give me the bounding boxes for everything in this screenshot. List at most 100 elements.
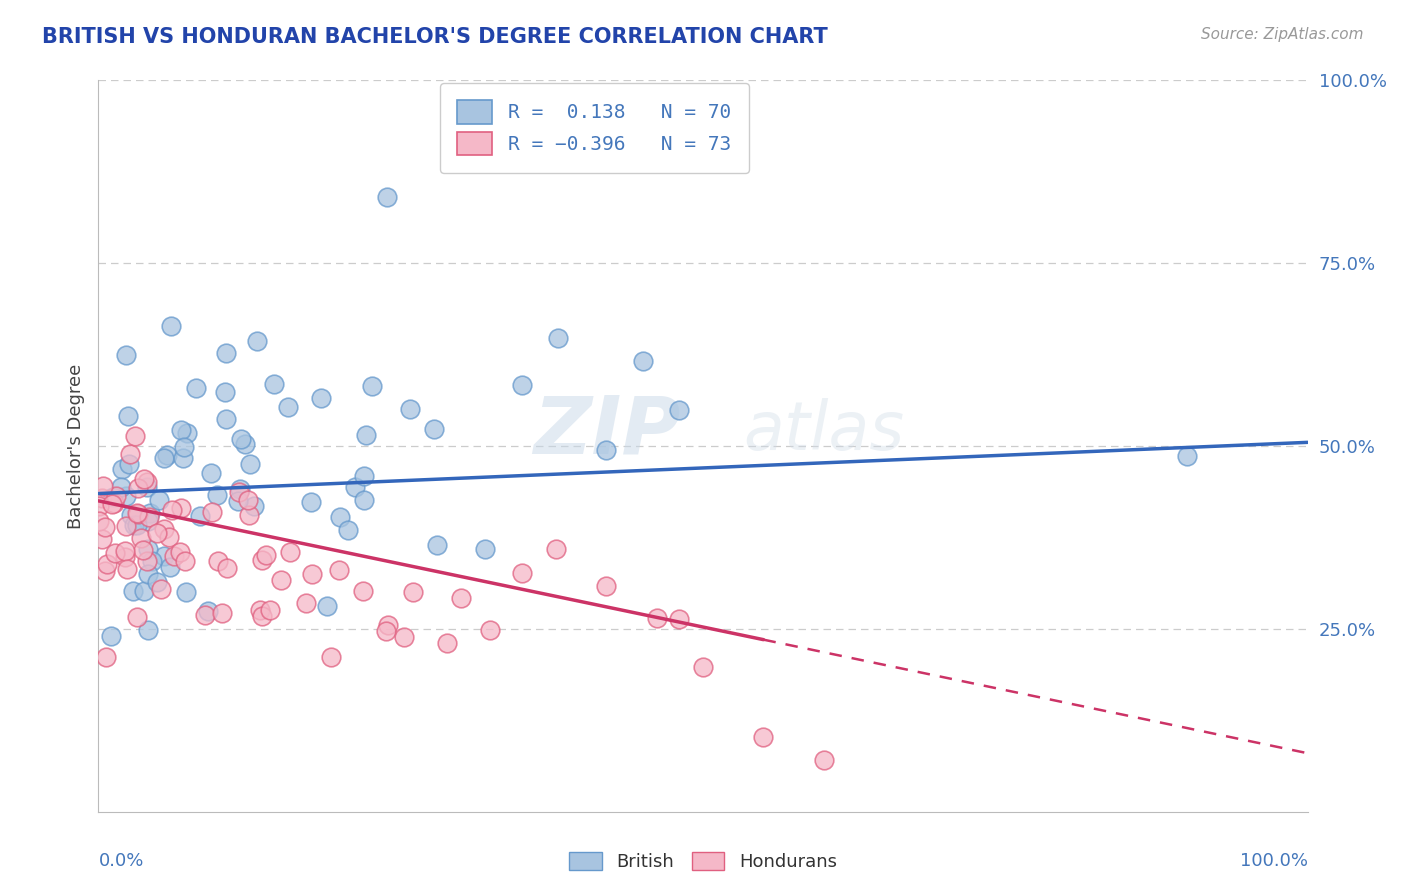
Point xyxy=(120,508,142,522)
Point xyxy=(159,530,181,544)
Point xyxy=(207,554,229,568)
Point xyxy=(239,457,262,471)
Point xyxy=(145,525,167,540)
Point xyxy=(87,499,110,513)
Point xyxy=(479,624,502,638)
Point xyxy=(295,595,318,609)
Point xyxy=(91,532,114,546)
Point xyxy=(215,411,238,425)
Point xyxy=(114,549,136,564)
Point xyxy=(301,567,323,582)
Point xyxy=(270,574,292,588)
Point xyxy=(169,545,191,559)
Point xyxy=(159,318,181,333)
Point xyxy=(115,489,138,503)
Point xyxy=(252,609,274,624)
Point xyxy=(250,553,273,567)
Point xyxy=(153,549,176,564)
Point xyxy=(246,334,269,349)
Point xyxy=(450,591,472,606)
Text: BRITISH VS HONDURAN BACHELOR'S DEGREE CORRELATION CHART: BRITISH VS HONDURAN BACHELOR'S DEGREE CO… xyxy=(42,27,828,46)
Point xyxy=(315,599,337,613)
Point xyxy=(159,560,181,574)
Point xyxy=(115,562,138,576)
Point xyxy=(174,585,197,599)
Point xyxy=(89,515,111,529)
Point xyxy=(138,510,160,524)
Point xyxy=(136,567,159,582)
Point xyxy=(170,500,193,515)
Point xyxy=(114,519,136,533)
Point xyxy=(392,630,415,644)
Point xyxy=(122,583,145,598)
Point xyxy=(96,650,118,665)
Point xyxy=(211,606,233,620)
Point xyxy=(1175,449,1198,463)
Point xyxy=(110,480,132,494)
Point xyxy=(423,421,446,435)
Point xyxy=(214,385,236,400)
Point xyxy=(200,466,222,480)
Point xyxy=(353,492,375,507)
Point xyxy=(160,503,183,517)
Point xyxy=(510,377,533,392)
Point xyxy=(114,544,136,558)
Text: 100.0%: 100.0% xyxy=(1240,852,1308,870)
Point xyxy=(354,428,377,442)
Point xyxy=(546,542,568,557)
Point xyxy=(173,554,195,568)
Point xyxy=(136,554,159,568)
Point xyxy=(278,544,301,558)
Point xyxy=(94,564,117,578)
Point xyxy=(668,403,690,417)
Legend: British, Hondurans: British, Hondurans xyxy=(562,845,844,879)
Point xyxy=(104,489,127,503)
Point xyxy=(125,610,148,624)
Text: 0.0%: 0.0% xyxy=(98,852,143,870)
Point xyxy=(813,753,835,767)
Point xyxy=(375,190,398,204)
Point xyxy=(263,377,285,392)
Point xyxy=(254,548,277,562)
Text: atlas: atlas xyxy=(744,399,904,465)
Point xyxy=(124,518,146,533)
Point xyxy=(226,494,249,508)
Point xyxy=(117,409,139,423)
Point xyxy=(172,450,194,465)
Point xyxy=(645,611,668,625)
Point xyxy=(188,509,211,524)
Point xyxy=(91,479,114,493)
Point xyxy=(173,440,195,454)
Point xyxy=(231,433,253,447)
Point xyxy=(115,348,138,362)
Y-axis label: Bachelor's Degree: Bachelor's Degree xyxy=(66,363,84,529)
Point xyxy=(236,493,259,508)
Point xyxy=(150,582,173,596)
Point xyxy=(136,542,159,557)
Point xyxy=(360,378,382,392)
Point xyxy=(328,563,350,577)
Point xyxy=(238,508,260,522)
Point xyxy=(127,507,149,521)
Point xyxy=(118,447,141,461)
Text: ZIP: ZIP xyxy=(533,392,681,470)
Point xyxy=(353,469,375,483)
Point xyxy=(146,575,169,590)
Point xyxy=(152,451,174,466)
Point xyxy=(228,482,250,496)
Point xyxy=(249,602,271,616)
Point xyxy=(474,541,496,556)
Point xyxy=(547,331,569,345)
Point xyxy=(375,624,398,638)
Point xyxy=(136,480,159,494)
Point xyxy=(184,381,207,395)
Point xyxy=(176,426,198,441)
Point xyxy=(163,549,186,563)
Point xyxy=(215,345,238,359)
Point xyxy=(201,505,224,519)
Point xyxy=(215,561,238,575)
Point xyxy=(134,472,156,486)
Point xyxy=(155,448,177,462)
Point xyxy=(436,636,458,650)
Point xyxy=(101,491,124,505)
